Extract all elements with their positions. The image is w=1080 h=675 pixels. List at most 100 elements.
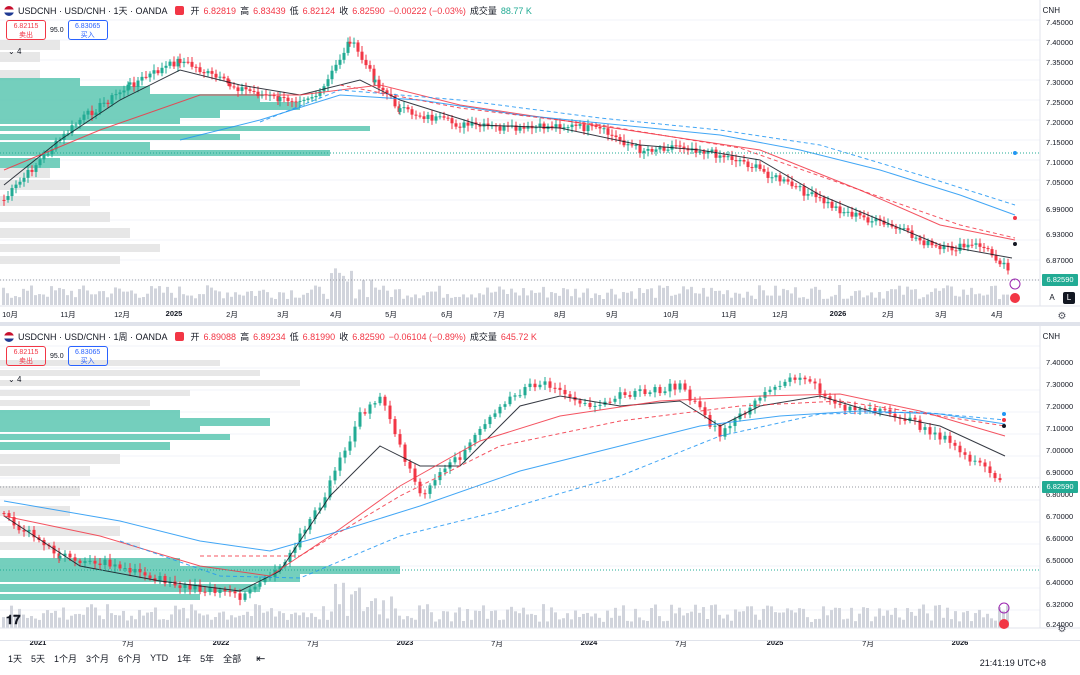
settings-gear-icon[interactable]: ⚙ bbox=[1057, 311, 1067, 322]
close-value: 6.82590 bbox=[352, 5, 385, 16]
range-all[interactable]: 全部 bbox=[223, 653, 242, 664]
candle-body bbox=[628, 395, 632, 397]
volume-bar bbox=[806, 617, 809, 628]
volume-bar bbox=[146, 293, 149, 305]
candle-body bbox=[186, 61, 190, 63]
symbol-title[interactable]: USDCNH · USD/CNH · 1天 · OANDA bbox=[18, 6, 168, 16]
candle-body bbox=[846, 211, 850, 213]
candle-body bbox=[70, 125, 74, 134]
weekly-chart-pane[interactable]: USDCNH · USD/CNH · 1周 · OANDA 开 6.89088 高… bbox=[0, 326, 1080, 648]
volume-bar bbox=[502, 619, 505, 628]
candle-body bbox=[306, 98, 310, 100]
volume-bar bbox=[594, 613, 597, 628]
currency-unit[interactable]: CNH bbox=[1042, 6, 1060, 15]
volume-bar bbox=[30, 616, 33, 628]
candle-body bbox=[558, 124, 562, 129]
calendar-range-icon[interactable]: ⇤ bbox=[256, 652, 266, 665]
candle-body bbox=[533, 383, 537, 388]
volume-bar bbox=[990, 286, 993, 305]
volume-bar bbox=[562, 618, 565, 628]
range-1y[interactable]: 1年 bbox=[177, 653, 192, 664]
volume-bar bbox=[126, 620, 129, 628]
candle-body bbox=[98, 102, 102, 113]
pane-divider[interactable] bbox=[0, 322, 1080, 326]
open-value: 6.82819 bbox=[203, 5, 237, 16]
range-3m[interactable]: 3个月 bbox=[86, 653, 110, 664]
volume-bar bbox=[450, 297, 453, 305]
auto-scale-button[interactable]: A bbox=[1049, 293, 1055, 302]
candle-body bbox=[514, 125, 518, 131]
buy-button[interactable]: 6.83065 买入 bbox=[67, 346, 108, 366]
sell-button[interactable]: 6.82115 卖出 bbox=[6, 346, 46, 366]
volume-bar bbox=[230, 296, 233, 305]
range-5y[interactable]: 5年 bbox=[200, 653, 215, 664]
log-scale-button[interactable]: L bbox=[1063, 292, 1075, 304]
volume-bar bbox=[170, 292, 173, 305]
range-6m[interactable]: 6个月 bbox=[118, 653, 142, 664]
candle-body bbox=[190, 61, 194, 67]
volume-bar bbox=[970, 621, 973, 628]
buy-button[interactable]: 6.83065 买入 bbox=[67, 20, 108, 40]
volume-bar bbox=[802, 297, 805, 305]
weekly-chart-canvas[interactable] bbox=[0, 326, 1080, 640]
volume-bar bbox=[602, 621, 605, 628]
candle-body bbox=[402, 107, 406, 109]
candle-body bbox=[210, 71, 214, 74]
clock-timezone[interactable]: 21:41:19 UTC+8 bbox=[979, 658, 1046, 668]
range-1d[interactable]: 1天 bbox=[8, 653, 23, 664]
daily-chart-canvas[interactable] bbox=[0, 0, 1080, 322]
candle-body bbox=[38, 159, 42, 166]
candle-body bbox=[750, 167, 754, 169]
tradingview-logo-icon[interactable]: 𝟏𝟕 bbox=[6, 612, 21, 627]
volume-bar bbox=[798, 608, 801, 628]
indicators-toggle[interactable]: ⌄ 4 bbox=[8, 47, 21, 56]
time-tick-label: 5月 bbox=[385, 310, 397, 319]
volume-bar bbox=[754, 614, 757, 628]
time-tick-label: 11月 bbox=[60, 310, 76, 319]
candle-body bbox=[773, 386, 777, 390]
volume-bar bbox=[318, 619, 321, 628]
candle-body bbox=[338, 59, 342, 65]
ma-red bbox=[3, 393, 1006, 577]
sell-button[interactable]: 6.82115 卖出 bbox=[6, 20, 46, 40]
candle-body bbox=[598, 404, 602, 406]
ma-red bbox=[3, 84, 1016, 241]
candle-body bbox=[923, 427, 927, 430]
volume-bar bbox=[186, 618, 189, 628]
volume-bar bbox=[290, 614, 293, 628]
candle-body bbox=[352, 42, 356, 44]
time-tick-label: 4月 bbox=[991, 310, 1003, 319]
candle-body bbox=[542, 123, 546, 130]
currency-unit[interactable]: CNH bbox=[1042, 332, 1060, 341]
range-5d[interactable]: 5天 bbox=[31, 653, 46, 664]
indicators-toggle[interactable]: ⌄ 4 bbox=[8, 375, 21, 384]
candle-body bbox=[818, 383, 822, 394]
candle-body bbox=[766, 171, 770, 178]
candle-body bbox=[650, 148, 654, 152]
volume-bar bbox=[134, 619, 137, 628]
volume-bar bbox=[926, 294, 929, 305]
volume-bar bbox=[850, 607, 853, 628]
settings-gear-icon[interactable]: ⚙ bbox=[1057, 624, 1067, 635]
candle-body bbox=[963, 452, 967, 455]
volume-bar bbox=[750, 295, 753, 305]
volume-bar bbox=[622, 605, 625, 628]
symbol-title[interactable]: USDCNH · USD/CNH · 1周 · OANDA bbox=[18, 332, 168, 342]
indicator-count: 4 bbox=[16, 375, 22, 384]
range-ytd[interactable]: YTD bbox=[150, 653, 169, 663]
volume-bar bbox=[898, 617, 901, 628]
candle-body bbox=[558, 387, 562, 390]
daily-chart-pane[interactable]: USDCNH · USD/CNH · 1天 · OANDA 开 6.82819 高… bbox=[0, 0, 1080, 322]
candle-body bbox=[943, 435, 947, 440]
volume-bar bbox=[366, 607, 369, 628]
time-tick-label: 2022 bbox=[212, 638, 230, 647]
us-flag-icon bbox=[1010, 293, 1020, 303]
candle-body bbox=[488, 416, 492, 425]
candle-body bbox=[442, 116, 446, 118]
volume-bar bbox=[130, 290, 133, 305]
candle-body bbox=[268, 95, 272, 97]
range-1m[interactable]: 1个月 bbox=[54, 653, 78, 664]
candle-body bbox=[626, 144, 630, 146]
volume-bar bbox=[250, 616, 253, 628]
candle-body bbox=[848, 406, 852, 411]
